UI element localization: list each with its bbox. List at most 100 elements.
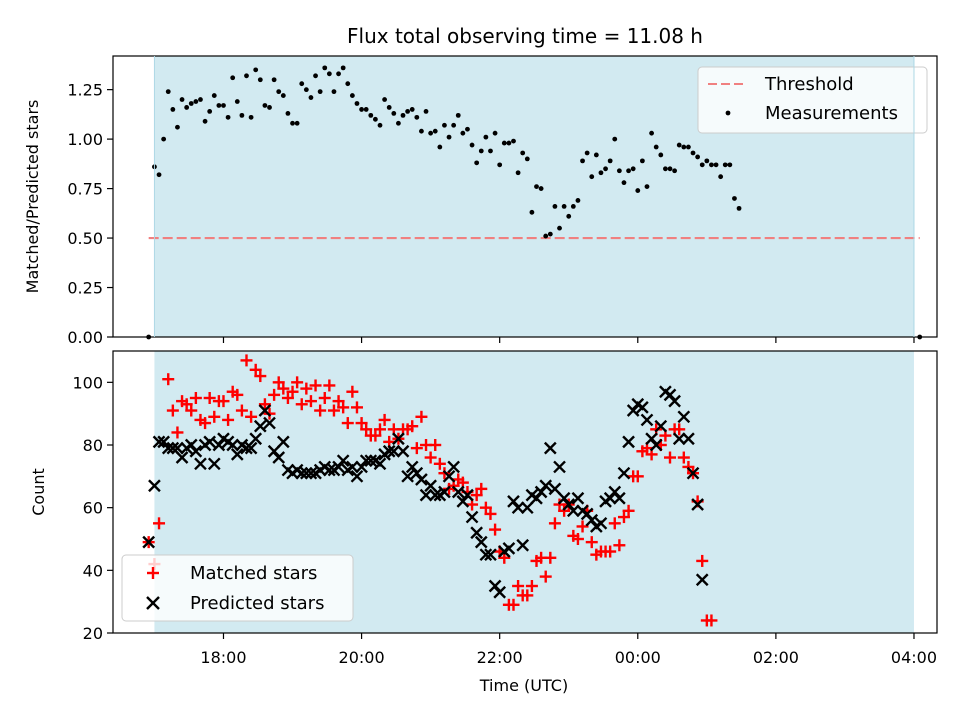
bottom-axes-frame [112,350,938,634]
measurement-point [202,118,208,124]
measurement-point [616,168,622,174]
predicted-star-point [373,457,387,471]
measurement-point [184,105,190,110]
chart-title: Flux total observing time = 11.08 h [347,24,703,48]
matched-star-point [410,442,423,455]
predicted-star-point [636,401,649,414]
matched-star-point [576,520,589,533]
measurement-point [354,101,360,106]
measurement-point [538,186,544,191]
measurement-point [349,93,355,98]
measurement-point [732,196,737,201]
measurement-point [709,162,714,168]
measurement-point [506,140,512,146]
matched-star-point [406,420,419,433]
predicted-star-point [520,501,534,515]
predicted-star-point [479,548,493,562]
measurement-point [603,166,608,172]
bottom-y-ticks: 20 40 60 80 100 [72,373,113,643]
measurement-point [377,122,383,128]
predicted-star-point [152,435,166,449]
measurement-point [699,162,705,168]
predicted-star-point [171,441,184,455]
measurement-point [718,174,724,180]
predicted-star-point [682,432,695,446]
measurement-point [511,138,516,144]
measurement-point [690,150,696,156]
measurement-point [557,225,562,231]
matched-star-point [277,382,290,395]
measurement-point [598,170,604,176]
predicted-star-point [451,485,465,499]
matched-star-point [470,489,483,502]
predicted-star-point [240,441,253,455]
matched-star-point [332,395,345,408]
measurement-point [667,166,673,172]
measurement-point [336,71,341,77]
bottom-y-axis-label: Count [29,468,48,516]
measurement-point [423,109,429,114]
matched-star-point [222,413,235,426]
measurement-point [405,109,411,114]
measurement-point [331,89,337,95]
measurement-point [391,110,397,116]
top-y-axis-label: Matched/Predicted stars [23,100,42,294]
measurement-point [524,156,530,162]
measurement-point [239,112,245,118]
matched-star-point [249,363,262,376]
x-tick-label: 20:00 [339,648,385,667]
matched-star-point [245,410,258,423]
measurement-point [267,105,272,110]
measurement-point [672,168,678,174]
matched-star-point [433,457,446,470]
matched-star-point [323,379,336,392]
measurement-point [584,150,590,156]
matched-star-point [664,451,677,464]
x-tick-label: 02:00 [753,648,799,667]
matched-star-point [507,598,520,611]
matched-star-point [272,376,285,389]
y-tick-label: 60 [83,499,103,518]
y-tick-label: 100 [72,373,103,392]
measurement-point [428,130,434,136]
measurement-point [419,128,424,134]
matched-star-point [268,388,281,401]
measurement-point [368,112,374,118]
matched-star-point [521,589,534,602]
matched-star-point [677,451,690,464]
predicted-star-point [461,488,474,502]
matched-star-point [254,370,267,383]
x-tick-label: 22:00 [477,648,523,667]
predicted-star-point [695,573,709,587]
measurement-point [165,89,171,95]
y-tick-label: 1.25 [67,81,103,100]
matched-star-point [327,404,340,417]
matched-star-point [166,404,179,417]
matched-star-point [318,392,331,404]
matched-star-point [378,413,391,426]
matched-star-point [341,417,354,430]
predicted-star-point [272,451,286,464]
measurement-point [534,184,539,190]
predicted-star-point [387,444,401,458]
matched-star-point [231,388,244,401]
measurement-point [520,150,526,156]
matched-star-point [240,354,253,367]
predicted-star-point [161,441,175,455]
matched-star-point [585,536,598,549]
matched-star-point [525,580,538,592]
predicted-star-point [428,488,442,502]
matched-star-point [286,385,299,398]
measurement-point [221,103,226,108]
legend-measurements-label: Measurements [765,103,898,124]
matched-star-point [369,429,382,442]
measurement-point [663,166,668,172]
predicted-star-point [392,432,405,446]
predicted-star-point [253,419,267,433]
predicted-star-point [249,432,263,446]
y-tick-label: 80 [83,436,103,455]
matched-star-point [304,395,317,408]
matched-star-point [208,410,221,423]
measurement-point [713,162,719,168]
